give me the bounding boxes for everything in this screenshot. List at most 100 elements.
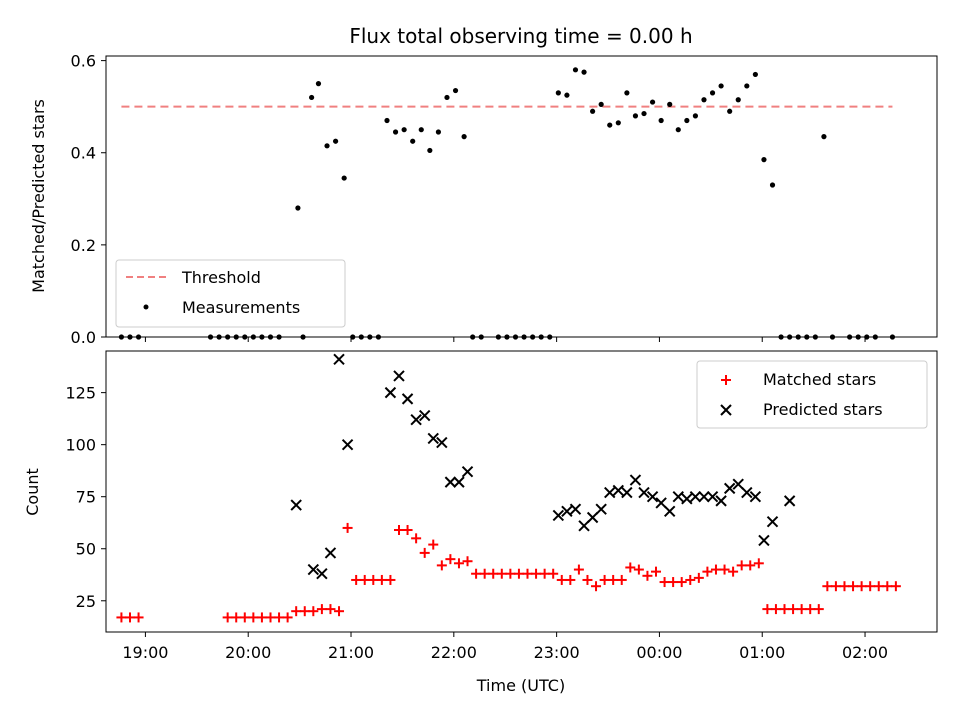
predicted-point xyxy=(410,413,422,426)
matched-point xyxy=(813,604,824,615)
predicted-point xyxy=(715,495,727,507)
predicted-point xyxy=(595,503,607,515)
top-plot-frame xyxy=(105,55,938,338)
legend-predicted-swatch xyxy=(720,404,732,416)
matched-point xyxy=(248,612,259,623)
measurement-point xyxy=(392,129,399,135)
predicted-point xyxy=(629,474,642,486)
matched-point xyxy=(124,612,135,623)
predicted-point xyxy=(758,534,770,547)
predicted-point xyxy=(552,509,565,522)
predicted-point xyxy=(384,386,397,399)
matched-point xyxy=(308,606,319,617)
measurement-point xyxy=(581,69,587,75)
matched-point xyxy=(428,539,439,550)
matched-point xyxy=(479,568,490,579)
predicted-point xyxy=(732,478,744,490)
matched-point xyxy=(522,568,533,579)
matched-point xyxy=(642,570,653,581)
matched-point xyxy=(736,560,747,571)
top-ytick-label: 0.6 xyxy=(71,52,96,71)
predicted-point xyxy=(681,493,693,505)
matched-point xyxy=(591,581,602,592)
measurement-point xyxy=(752,71,758,78)
measurement-point xyxy=(309,94,315,101)
matched-point xyxy=(462,556,473,567)
matched-point xyxy=(822,581,833,592)
matched-point xyxy=(873,581,884,592)
matched-point xyxy=(351,574,362,585)
legend-predicted-label: Predicted stars xyxy=(763,400,883,419)
predicted-point xyxy=(290,499,302,511)
matched-point xyxy=(265,612,276,623)
measurement-point xyxy=(727,108,733,114)
predicted-point xyxy=(427,432,439,445)
predicted-point xyxy=(612,484,625,497)
measurement-point xyxy=(295,205,301,211)
predicted-point xyxy=(307,563,320,576)
top-legend: Threshold Measurements xyxy=(115,259,346,328)
matched-point xyxy=(848,581,859,592)
top-panel: 0.0 0.2 0.4 0.6 Matched/Predicted stars Thr… xyxy=(29,52,938,347)
matched-point xyxy=(445,554,456,565)
matched-point xyxy=(231,612,242,623)
measurement-point xyxy=(692,113,699,119)
measurement-point xyxy=(632,113,639,119)
measurement-point xyxy=(615,120,621,126)
matched-point xyxy=(556,574,567,585)
matched-point xyxy=(531,568,542,579)
matched-point xyxy=(608,574,619,585)
legend-matched-label: Matched stars xyxy=(763,370,876,389)
measurement-point xyxy=(555,90,561,96)
predicted-point xyxy=(401,393,414,405)
legend-measurements-swatch xyxy=(143,304,149,310)
matched-point xyxy=(599,574,610,585)
bottom-xtick-label: 01:00 xyxy=(739,643,785,662)
predicted-point xyxy=(436,436,448,449)
predicted-point xyxy=(418,409,431,422)
bottom-panel: 25 50 75 100 125 19:00 20:00 21:00 22:00 23:00 00… xyxy=(23,350,938,695)
measurement-point xyxy=(684,117,690,124)
matched-point xyxy=(805,604,816,615)
matched-point xyxy=(471,568,482,579)
legend-threshold-label: Threshold xyxy=(181,268,261,287)
bottom-ytick-label: 75 xyxy=(76,488,96,507)
matched-point xyxy=(116,612,127,623)
bottom-legend: Matched stars Predicted stars xyxy=(696,360,928,429)
predicted-point xyxy=(333,353,345,366)
measurement-point xyxy=(675,127,681,133)
predicted-point xyxy=(393,370,405,382)
measurement-point xyxy=(649,99,656,105)
predicted-point xyxy=(749,490,762,503)
bottom-legend-box xyxy=(696,360,928,429)
predicted-point xyxy=(689,490,702,503)
matched-point xyxy=(788,604,799,615)
matched-point xyxy=(274,612,285,623)
measurement-point xyxy=(641,110,647,117)
predicted-point xyxy=(569,503,582,515)
matched-point xyxy=(222,612,233,623)
measurement-point xyxy=(658,117,664,124)
measurement-point xyxy=(667,101,673,107)
bottom-plot-frame xyxy=(105,350,938,633)
measurement-point xyxy=(590,108,596,114)
matched-point xyxy=(565,574,576,585)
legend-matched-swatch xyxy=(721,375,731,385)
bottom-ytick-label: 50 xyxy=(76,540,96,559)
measurement-point xyxy=(418,127,424,133)
measurement-point xyxy=(761,157,767,163)
matched-point xyxy=(393,525,404,536)
measurement-point xyxy=(332,138,339,144)
matched-point xyxy=(625,562,636,573)
bottom-xtick-label: 19:00 xyxy=(122,643,168,662)
matched-point xyxy=(693,572,704,583)
matched-point xyxy=(453,558,464,569)
matched-point xyxy=(359,574,370,585)
bottom-ytick-label: 25 xyxy=(76,592,96,611)
matched-point xyxy=(753,558,764,569)
measurement-point xyxy=(744,83,750,89)
measurement-point xyxy=(435,129,441,135)
matched-point xyxy=(770,604,781,615)
matched-point xyxy=(582,574,593,585)
